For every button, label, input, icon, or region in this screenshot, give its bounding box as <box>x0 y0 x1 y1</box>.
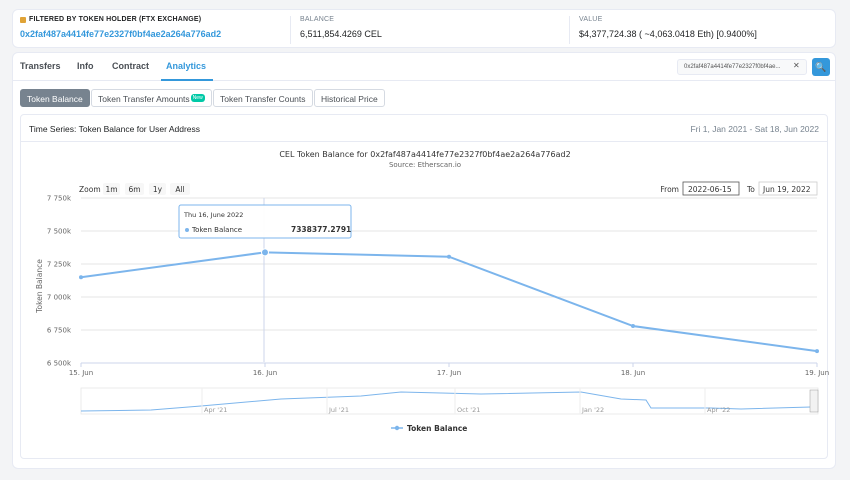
x-tick-label: 19. Jun <box>805 369 829 377</box>
zoom-1y-button[interactable] <box>149 183 166 195</box>
active-tab-indicator <box>161 79 213 81</box>
chart-legend[interactable]: Token Balance <box>391 424 467 433</box>
zoom-1m-button[interactable] <box>103 183 120 195</box>
x-tick-label: 17. Jun <box>437 369 461 377</box>
filter-icon <box>20 16 26 23</box>
subtab-token-transfer-amounts[interactable]: Token Transfer Amounts New <box>91 89 212 107</box>
tooltip-value: 7338377.2791 <box>291 225 351 234</box>
y-tick-label: 7 500k <box>47 228 72 236</box>
token-balance-chart[interactable]: CEL Token Balance for 0x2faf487a4414fe77… <box>21 115 829 460</box>
subtab-label: Token Transfer Amounts <box>98 94 190 104</box>
tooltip: Thu 16, June 2022 Token Balance 7338377.… <box>178 204 352 239</box>
subtab-historical-price[interactable]: Historical Price <box>314 89 385 107</box>
navigator-frame <box>80 387 819 415</box>
navigator[interactable]: Apr '21 Jul '21 Oct '21 Jan '22 Apr '22 <box>80 387 819 415</box>
token-holder-summary: FILTERED BY TOKEN HOLDER (FTX Exchange) … <box>12 9 836 48</box>
tooltip-box <box>178 204 352 239</box>
zoom-buttons: 1m 6m 1y All <box>103 183 190 195</box>
y-tick-label: 7 250k <box>47 261 72 269</box>
legend-label: Token Balance <box>407 424 467 433</box>
x-tick-label: 18. Jun <box>621 369 645 377</box>
y-axis-title: Token Balance <box>35 259 44 314</box>
value-column: VALUE $4,377,724.38 ( ~4,063.0418 Eth) [… <box>579 16 757 39</box>
to-date-value: Jun 19, 2022 <box>762 185 811 194</box>
token-balance-series-line <box>80 251 818 353</box>
zoom-1y-label: 1y <box>153 185 163 194</box>
main-card: Transfers Info Contract Analytics 0x2faf… <box>12 52 836 469</box>
tooltip-series-marker <box>185 228 189 232</box>
tab-transfers[interactable]: Transfers <box>20 61 61 71</box>
tab-info[interactable]: Info <box>77 61 94 71</box>
from-date-input[interactable] <box>682 181 740 196</box>
tab-bar: Transfers Info Contract Analytics 0x2faf… <box>13 53 835 81</box>
data-point[interactable] <box>815 349 819 354</box>
divider <box>290 16 291 44</box>
zoom-all-button[interactable] <box>170 183 190 195</box>
navigator-series-line <box>80 391 818 412</box>
x-tick-label: 15. Jun <box>69 369 93 377</box>
panel-title: Time Series: Token Balance for User Addr… <box>29 124 201 134</box>
navigator-time-labels: Apr '21 Jul '21 Oct '21 Jan '22 Apr '22 <box>201 388 730 414</box>
data-point[interactable] <box>447 254 451 259</box>
balance-value: 6,511,854.4269 CEL <box>300 29 382 39</box>
y-tick-label: 7 000k <box>47 294 72 302</box>
navigator-label: Apr '21 <box>204 406 227 414</box>
panel-date-range: Fri 1, Jan 2021 - Sat 18, Jun 2022 <box>690 124 819 134</box>
y-axis-ticks: 6 500k 6 750k 7 000k 7 250k 7 500k 7 750k <box>47 195 72 368</box>
token-balance-panel: Time Series: Token Balance for User Addr… <box>20 114 829 460</box>
panel-header: Time Series: Token Balance for User Addr… <box>21 115 827 142</box>
chart-subtitle: Source: Etherscan.io <box>389 161 461 169</box>
zoom-label: Zoom <box>79 185 101 194</box>
navigator-label: Apr '22 <box>707 406 730 414</box>
holder-column: FILTERED BY TOKEN HOLDER (FTX Exchange) … <box>20 16 221 39</box>
y-tick-label: 6 750k <box>47 327 72 335</box>
from-date-value: 2022-06-15 <box>688 185 732 194</box>
legend-marker <box>394 425 400 431</box>
x-tick-label: 16. Jun <box>253 369 277 377</box>
tooltip-date: Thu 16, June 2022 <box>183 211 243 219</box>
search-button[interactable]: 🔍 <box>812 58 830 76</box>
data-point[interactable] <box>79 275 83 280</box>
search-icon: 🔍 <box>815 62 827 72</box>
divider <box>569 16 570 44</box>
y-tick-label: 6 500k <box>47 360 72 368</box>
value-amount: $4,377,724.38 ( ~4,063.0418 Eth) [0.9400… <box>579 29 757 39</box>
holder-address-link[interactable]: 0x2faf487a4414fe77e2327f0bf4ae2a264a776a… <box>20 29 222 39</box>
balance-column: BALANCE 6,511,854.4269 CEL <box>300 16 382 39</box>
x-axis-ticks: 15. Jun 16. Jun 17. Jun 18. Jun 19. Jun <box>69 363 829 377</box>
zoom-all-label: All <box>175 185 184 194</box>
zoom-1m-label: 1m <box>105 185 117 194</box>
data-point[interactable] <box>261 248 269 257</box>
chart-title: CEL Token Balance for 0x2faf487a4414fe77… <box>279 150 570 159</box>
zoom-6m-label: 6m <box>128 185 140 194</box>
value-label: VALUE <box>579 16 603 23</box>
tab-contract[interactable]: Contract <box>112 61 150 71</box>
subtab-token-balance[interactable]: Token Balance <box>20 89 90 107</box>
series-points <box>79 248 819 354</box>
zoom-6m-button[interactable] <box>125 183 144 195</box>
navigator-range-handle[interactable] <box>809 389 819 413</box>
address-search-input[interactable]: 0x2faf487a4414fe77e2327f0bf4ae... <box>677 59 807 75</box>
data-point[interactable] <box>631 324 635 329</box>
tooltip-series-name: Token Balance <box>191 226 242 234</box>
to-label: To <box>746 185 755 194</box>
to-date-input[interactable] <box>758 181 818 196</box>
close-icon[interactable]: ✕ <box>793 61 800 70</box>
from-label: From <box>660 185 679 194</box>
holder-label: FILTERED BY TOKEN HOLDER (FTX Exchange) <box>29 16 202 23</box>
new-badge: New <box>190 94 205 102</box>
y-tick-label: 7 750k <box>47 195 72 203</box>
balance-label: BALANCE <box>300 16 335 23</box>
navigator-label: Jul '21 <box>328 406 349 414</box>
navigator-label: Oct '21 <box>457 406 480 414</box>
subtab-token-transfer-counts[interactable]: Token Transfer Counts <box>213 89 313 107</box>
navigator-label: Jan '22 <box>581 406 604 414</box>
tab-analytics[interactable]: Analytics <box>166 61 207 71</box>
